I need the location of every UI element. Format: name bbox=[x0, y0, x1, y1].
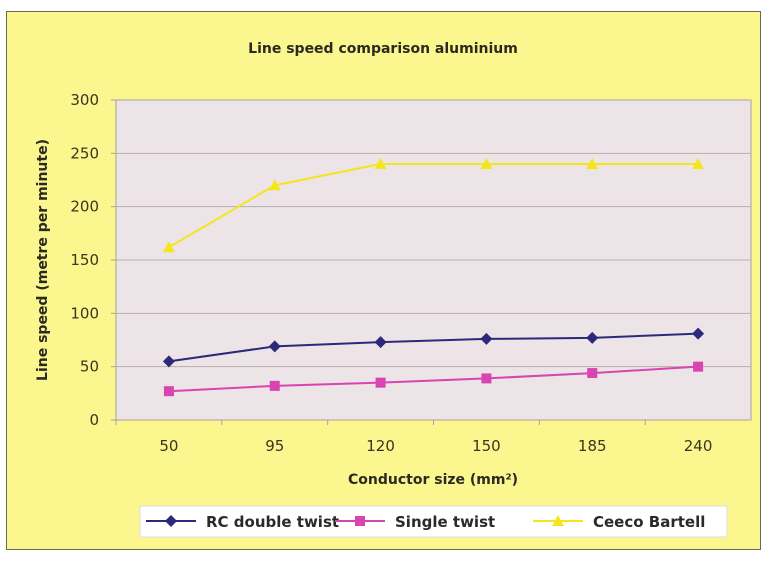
diamond-marker bbox=[586, 331, 599, 344]
legend-label: Ceeco Bartell bbox=[593, 513, 705, 531]
x-tick-label: 120 bbox=[366, 437, 395, 455]
square-marker bbox=[375, 377, 386, 388]
diamond-marker bbox=[165, 515, 177, 527]
square-marker bbox=[481, 373, 492, 384]
diamond-marker bbox=[692, 327, 705, 340]
triangle-marker bbox=[162, 241, 175, 253]
series-line bbox=[168, 163, 699, 249]
diamond-marker bbox=[374, 336, 387, 349]
y-tick-label: 250 bbox=[70, 144, 99, 162]
y-tick-label: 0 bbox=[89, 411, 99, 429]
x-tick-label: 240 bbox=[684, 437, 713, 455]
x-tick-label: 150 bbox=[472, 437, 501, 455]
diamond-marker bbox=[480, 332, 493, 345]
triangle-marker bbox=[692, 158, 705, 169]
square-marker bbox=[355, 516, 365, 526]
legend-box bbox=[139, 505, 728, 538]
chart-title: Line speed comparison aluminium bbox=[248, 41, 518, 57]
triangle-marker bbox=[268, 179, 281, 191]
square-marker bbox=[587, 368, 598, 379]
series-single-twist bbox=[163, 361, 704, 397]
series-line bbox=[168, 332, 699, 363]
legend-label: RC double twist bbox=[206, 513, 339, 531]
legend-label: Single twist bbox=[395, 513, 495, 531]
square-marker bbox=[269, 380, 280, 391]
legend-item: Ceeco Bartell bbox=[533, 513, 705, 531]
y-axis-label: Line speed (metre per minute) bbox=[35, 139, 51, 381]
y-tick-label: 300 bbox=[70, 91, 99, 109]
triangle-marker bbox=[586, 158, 599, 169]
y-tick-label: 100 bbox=[70, 304, 99, 322]
series-rc-double-twist bbox=[162, 327, 705, 368]
square-marker bbox=[693, 361, 704, 372]
x-tick-label: 185 bbox=[578, 437, 607, 455]
series-line bbox=[168, 365, 699, 393]
x-tick-label: 95 bbox=[265, 437, 284, 455]
diamond-marker bbox=[268, 340, 281, 353]
series-ceeco-bartell bbox=[162, 158, 705, 253]
square-marker bbox=[163, 386, 174, 397]
legend-item: RC double twist bbox=[146, 513, 339, 531]
y-tick-label: 50 bbox=[80, 358, 99, 376]
x-axis-label: Conductor size (mm²) bbox=[348, 472, 518, 488]
x-tick-label: 50 bbox=[159, 437, 178, 455]
triangle-marker bbox=[552, 515, 564, 526]
legend-item: Single twist bbox=[335, 513, 495, 531]
triangle-marker bbox=[374, 158, 387, 169]
y-tick-label: 150 bbox=[70, 251, 99, 269]
diamond-marker bbox=[162, 355, 175, 368]
triangle-marker bbox=[480, 158, 493, 169]
y-tick-label: 200 bbox=[70, 198, 99, 216]
